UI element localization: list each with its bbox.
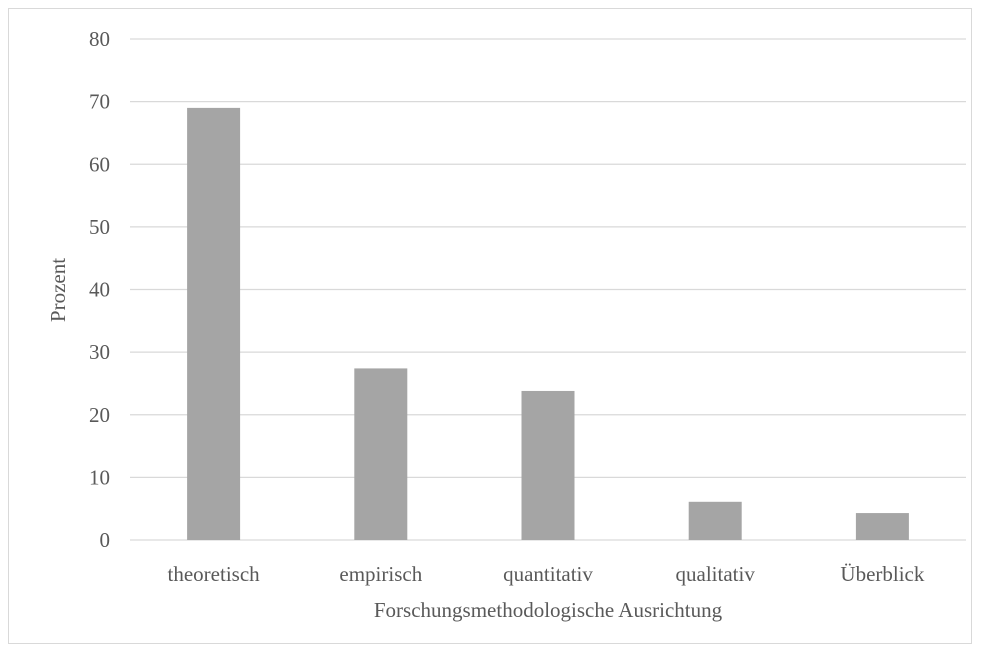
y-tick-label: 30 (89, 340, 110, 364)
y-tick-label: 40 (89, 278, 110, 302)
y-tick-label: 0 (100, 528, 111, 552)
y-axis-title: Prozent (46, 258, 70, 322)
x-tick-labels: theoretisch empirisch quantitativ qualitati… (168, 562, 925, 586)
y-tick-label: 70 (89, 90, 110, 114)
chart-frame (8, 8, 972, 644)
y-tick-label: 10 (89, 465, 110, 489)
x-tick-label: Überblick (840, 562, 924, 586)
bar-überblick (855, 513, 909, 540)
x-axis-title: Forschungsmethodologische Ausrichtung (374, 598, 723, 622)
y-tick-label: 80 (89, 27, 110, 51)
x-tick-label: qualitativ (676, 562, 756, 586)
bar-empirisch (354, 368, 408, 540)
y-tick-label: 20 (89, 403, 110, 427)
bar-quantitativ (521, 390, 575, 540)
x-tick-label: empirisch (339, 562, 422, 586)
bars (187, 107, 909, 540)
bar-qualitativ (688, 501, 742, 540)
y-tick-labels: 0 10 20 30 40 50 60 70 80 (89, 27, 110, 552)
y-tick-label: 60 (89, 152, 110, 176)
gridlines (130, 38, 966, 541)
bar-theoretisch (187, 107, 241, 540)
y-tick-label: 50 (89, 215, 110, 239)
x-tick-label: theoretisch (168, 562, 261, 586)
x-tick-label: quantitativ (503, 562, 593, 586)
